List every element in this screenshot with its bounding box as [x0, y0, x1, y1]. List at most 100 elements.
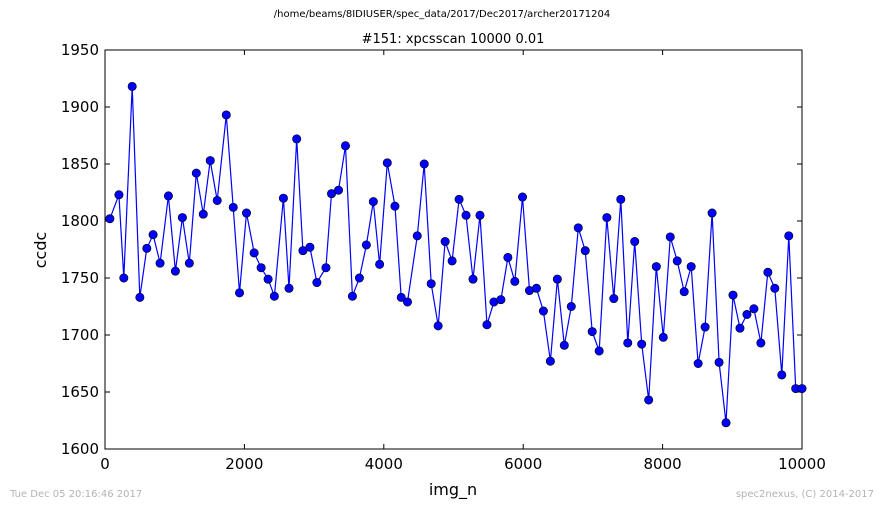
data-series	[105, 81, 807, 428]
data-point	[235, 288, 245, 298]
data-point	[721, 418, 731, 428]
data-point	[749, 304, 759, 314]
footer-timestamp: Tue Dec 05 20:16:46 2017	[10, 489, 143, 500]
x-tick-label: 0	[100, 455, 110, 473]
data-point	[433, 321, 443, 331]
data-point	[284, 283, 294, 293]
data-point	[482, 320, 492, 330]
data-point	[375, 259, 385, 269]
data-point	[580, 246, 590, 256]
data-point	[142, 243, 152, 253]
x-tick-label: 10000	[778, 455, 826, 473]
data-point	[340, 141, 350, 151]
x-tick-label: 6000	[504, 455, 542, 473]
data-point	[658, 332, 668, 342]
x-tick-label: 4000	[365, 455, 403, 473]
footer-credit: spec2nexus, (C) 2014-2017	[735, 489, 874, 500]
x-tick-label: 2000	[225, 455, 263, 473]
data-point	[518, 192, 528, 202]
data-point	[777, 370, 787, 380]
data-point	[763, 267, 773, 277]
y-tick-label: 1900	[61, 98, 99, 116]
data-point	[797, 384, 807, 394]
data-point	[269, 291, 279, 301]
data-point	[354, 273, 364, 283]
data-point	[361, 240, 371, 250]
y-tick-label: 1750	[61, 269, 99, 287]
x-tick-label: 8000	[644, 455, 682, 473]
data-point	[249, 248, 259, 258]
axis-ticks: 0 2000 4000 6000 8000 10000 1600 1650 1700 1750 18…	[61, 41, 826, 473]
data-point	[742, 309, 752, 319]
data-point	[559, 340, 569, 350]
data-point	[228, 202, 238, 212]
data-point	[256, 263, 266, 273]
data-point	[155, 258, 165, 268]
data-point	[263, 274, 273, 284]
data-point	[402, 297, 412, 307]
data-point	[784, 231, 794, 241]
data-point	[510, 276, 520, 286]
data-point	[205, 156, 215, 166]
data-point	[119, 273, 129, 283]
y-tick-label: 1850	[61, 155, 99, 173]
data-point	[700, 322, 710, 332]
data-point	[305, 242, 315, 252]
y-axis-label: ccdc	[31, 232, 50, 269]
series-line	[109, 86, 802, 423]
data-point	[637, 339, 647, 349]
chart-title: #151: xpcsscan 10000 0.01	[362, 32, 545, 47]
data-point	[609, 294, 619, 304]
data-point	[665, 232, 675, 242]
data-point	[177, 213, 187, 223]
data-point	[148, 230, 158, 240]
data-point	[602, 213, 612, 223]
data-point	[163, 191, 173, 201]
data-point	[135, 292, 145, 302]
data-point	[390, 201, 400, 211]
data-point	[538, 306, 548, 316]
data-point	[770, 283, 780, 293]
data-point	[616, 194, 626, 204]
data-point	[368, 197, 378, 207]
data-point	[212, 195, 222, 205]
data-point	[105, 214, 115, 224]
y-tick-label: 1800	[61, 212, 99, 230]
data-point	[198, 209, 208, 219]
data-point	[184, 258, 194, 268]
data-point	[630, 237, 640, 247]
data-point	[333, 185, 343, 195]
data-point	[114, 190, 124, 200]
data-point	[419, 159, 429, 169]
data-point	[127, 81, 137, 91]
data-point	[426, 279, 436, 289]
data-point	[679, 287, 689, 297]
x-axis-label: img_n	[429, 480, 477, 500]
data-point	[531, 283, 541, 293]
y-tick-label: 1600	[61, 440, 99, 458]
data-point	[447, 256, 457, 266]
data-point	[623, 338, 633, 348]
data-point	[475, 210, 485, 220]
data-point	[503, 252, 513, 262]
data-point	[714, 357, 724, 367]
figure-suptitle: /home/beams/8IDIUSER/spec_data/2017/Dec2…	[273, 9, 611, 20]
data-point	[545, 356, 555, 366]
y-tick-label: 1950	[61, 41, 99, 59]
plot-frame	[104, 49, 803, 450]
data-point	[594, 346, 604, 356]
data-point	[756, 338, 766, 348]
y-tick-label: 1650	[61, 383, 99, 401]
data-point	[312, 278, 322, 288]
data-point	[292, 134, 302, 144]
data-point	[566, 301, 576, 311]
data-point	[651, 262, 661, 272]
y-tick-label: 1700	[61, 326, 99, 344]
data-point	[461, 210, 471, 220]
data-point	[573, 223, 583, 233]
data-point	[707, 208, 717, 218]
data-point	[672, 256, 682, 266]
data-point	[191, 168, 201, 178]
data-point	[454, 194, 464, 204]
